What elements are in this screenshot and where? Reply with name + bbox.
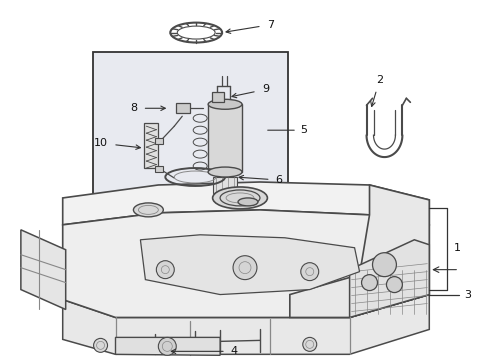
Circle shape: [303, 337, 317, 351]
Ellipse shape: [208, 99, 242, 109]
Bar: [176, 103, 190, 113]
Text: 1: 1: [454, 243, 461, 253]
Circle shape: [158, 337, 176, 355]
Ellipse shape: [213, 187, 268, 209]
Polygon shape: [63, 294, 429, 354]
Bar: [208, 104, 242, 172]
Polygon shape: [141, 235, 360, 294]
Text: 2: 2: [371, 75, 383, 107]
Polygon shape: [290, 185, 429, 318]
Text: 9: 9: [232, 84, 270, 98]
Circle shape: [387, 276, 402, 293]
Text: 5: 5: [268, 125, 307, 135]
Bar: [93, 53, 288, 195]
Ellipse shape: [208, 167, 242, 177]
Polygon shape: [21, 230, 66, 310]
Bar: [155, 138, 163, 144]
Ellipse shape: [133, 203, 163, 217]
Ellipse shape: [238, 198, 258, 206]
Text: 4: 4: [172, 346, 237, 356]
Polygon shape: [349, 240, 429, 318]
Bar: [213, 177, 237, 193]
Bar: [155, 166, 163, 172]
Text: 7: 7: [226, 19, 274, 33]
Bar: [212, 92, 224, 102]
Circle shape: [94, 338, 107, 352]
Polygon shape: [63, 182, 429, 225]
Circle shape: [233, 256, 257, 280]
Circle shape: [372, 253, 396, 276]
Circle shape: [362, 275, 377, 291]
Text: 6: 6: [239, 175, 282, 185]
Polygon shape: [63, 210, 429, 318]
Text: 10: 10: [94, 138, 141, 149]
Text: 8: 8: [130, 103, 165, 113]
Circle shape: [301, 263, 318, 280]
Circle shape: [193, 340, 207, 354]
Circle shape: [156, 261, 174, 279]
Text: 3: 3: [464, 289, 471, 300]
Polygon shape: [116, 337, 220, 355]
Bar: [145, 123, 158, 168]
